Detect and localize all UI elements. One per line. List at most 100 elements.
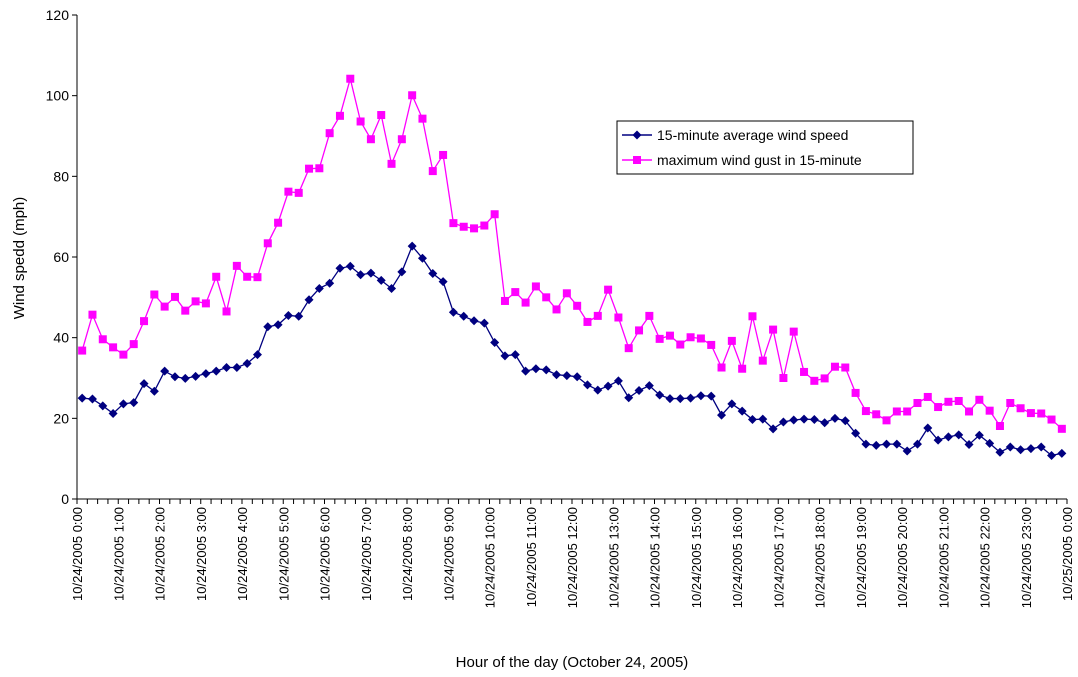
series-0-point (778, 417, 788, 427)
series-0-point (479, 318, 489, 328)
series-1-point (593, 311, 602, 320)
series-0-point (717, 410, 727, 420)
series-1-point (686, 333, 695, 342)
legend-marker-avg (632, 130, 642, 140)
series-0-point (294, 311, 304, 321)
series-0-point (562, 371, 572, 381)
series-0-point (1026, 444, 1036, 454)
legend-label-avg: 15-minute average wind speed (657, 127, 848, 143)
series-0-point (861, 439, 871, 449)
series-0-point (417, 253, 427, 263)
x-tick-label: 10/24/2005 8:00 (400, 507, 415, 601)
series-0-point (510, 350, 520, 360)
x-tick-label: 10/24/2005 18:00 (813, 507, 828, 608)
series-1-point (614, 313, 623, 322)
series-1-point (851, 388, 860, 397)
series-0-point (1005, 442, 1015, 452)
x-tick-label: 10/24/2005 17:00 (771, 507, 786, 608)
series-1-point (1057, 424, 1066, 433)
y-tick-label: 60 (53, 249, 69, 265)
series-1-point (552, 305, 561, 314)
series-1-point (965, 407, 974, 416)
legend: 15-minute average wind speed maximum win… (616, 120, 914, 175)
series-0-point (933, 435, 943, 445)
series-0-point (232, 363, 242, 373)
x-tick-label: 10/24/2005 5:00 (276, 507, 291, 601)
legend-label-gust: maximum wind gust in 15-minute (657, 152, 862, 168)
series-1-point (480, 221, 489, 230)
series-0-point (964, 440, 974, 450)
series-0-point (531, 364, 541, 374)
series-0-point (706, 391, 716, 401)
series-0-point (314, 283, 324, 293)
series-1-point (356, 117, 365, 126)
x-tick-label: 10/24/2005 10:00 (483, 507, 498, 608)
series-1-point (727, 336, 736, 345)
series-0-point (995, 447, 1005, 457)
y-tick-label: 120 (46, 7, 70, 23)
x-tick-label: 10/24/2005 11:00 (524, 507, 539, 607)
series-0-point (665, 394, 675, 404)
series-1-point (470, 224, 479, 233)
y-axis: 0 20 40 60 80 100 120 (46, 7, 78, 507)
series-1-point (717, 363, 726, 372)
series-1-point (830, 362, 839, 371)
series-0-point (727, 399, 737, 409)
series-0-point (222, 363, 232, 373)
series-1-point (542, 293, 551, 302)
x-tick-label: 10/24/2005 2:00 (153, 507, 168, 601)
series-0-point (428, 269, 438, 279)
x-tick-label: 10/24/2005 3:00 (194, 507, 209, 601)
series-0-point (304, 295, 314, 305)
series-1-point (109, 343, 118, 352)
series-0-point (376, 275, 386, 285)
series-1-point (366, 135, 375, 144)
series-1-point (439, 150, 448, 159)
series-0-point (1047, 450, 1057, 460)
series-0-point (572, 372, 582, 382)
series-1-point (934, 403, 943, 412)
series-0-point (871, 440, 881, 450)
series-1-point (604, 285, 613, 294)
series-0-point (459, 311, 469, 321)
series-0-point (943, 432, 953, 442)
series-1-point (315, 164, 324, 173)
series-0-point (448, 307, 458, 317)
x-tick-label: 10/24/2005 12:00 (565, 507, 580, 608)
series-1-point (284, 187, 293, 196)
series-1-point (119, 350, 128, 359)
series-1-point (377, 111, 386, 120)
series-1-point (140, 317, 149, 326)
series-1-point (892, 407, 901, 416)
series-1-point (88, 310, 97, 319)
series-1-point (655, 334, 664, 343)
series-1-point (995, 421, 1004, 430)
series-1-point (583, 317, 592, 326)
series-0-point (469, 316, 479, 326)
series-0-point (634, 386, 644, 396)
series-0-point (490, 338, 500, 348)
series-1-point (191, 297, 200, 306)
x-tick-label: 10/24/2005 16:00 (730, 507, 745, 608)
series-1-point (490, 210, 499, 219)
series-0-point (552, 370, 562, 380)
series-1-point (748, 312, 757, 321)
series-0-point (582, 380, 592, 390)
series-1-point (645, 311, 654, 320)
series-group (77, 74, 1067, 460)
series-0-point (1016, 445, 1026, 455)
series-1-point (294, 188, 303, 197)
series-1-point (624, 344, 633, 353)
series-1-point (212, 272, 221, 281)
series-1-point (232, 261, 241, 270)
series-0-point (892, 439, 902, 449)
series-1-point (428, 167, 437, 176)
series-1-point (769, 325, 778, 334)
series-0-point (98, 401, 108, 411)
x-tick-label: 10/24/2005 6:00 (318, 507, 333, 601)
series-0-point (840, 416, 850, 426)
series-0-point (696, 391, 706, 401)
series-0-point (974, 430, 984, 440)
series-0-point (201, 369, 211, 379)
series-1-point (531, 282, 540, 291)
